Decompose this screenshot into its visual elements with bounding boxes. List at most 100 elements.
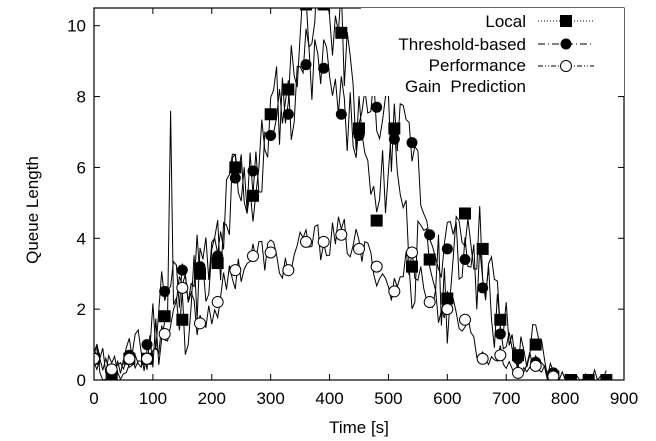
data-point-series-2 — [335, 228, 348, 241]
data-point-series-2 — [158, 327, 171, 340]
legend-marker-threshold — [560, 38, 572, 50]
data-point-series-0 — [476, 242, 489, 255]
y-tick-label: 2 — [77, 300, 86, 319]
y-axis-title: Queue Length — [23, 156, 42, 264]
data-point-series-0 — [406, 260, 418, 273]
series-line-0 — [94, 8, 607, 380]
data-point-series-0 — [370, 214, 383, 227]
data-point-series-1 — [141, 339, 153, 351]
data-point-series-2 — [406, 246, 418, 259]
data-point-series-1 — [353, 130, 365, 142]
data-point-series-0 — [441, 292, 454, 305]
plot-frame — [93, 7, 625, 381]
y-tick-label: 6 — [77, 158, 86, 177]
data-point-series-1 — [194, 261, 206, 273]
data-point-series-2 — [194, 317, 206, 330]
x-tick-label: 600 — [433, 389, 461, 408]
data-point-series-1 — [406, 137, 418, 149]
x-tick-label: 200 — [198, 389, 226, 408]
data-point-series-1 — [176, 264, 188, 276]
data-point-series-2 — [317, 235, 330, 248]
data-point-series-1 — [512, 353, 524, 365]
data-point-series-1 — [371, 101, 383, 113]
data-point-series-2 — [141, 352, 153, 365]
data-point-series-1 — [212, 250, 224, 262]
data-point-series-1 — [318, 62, 330, 74]
data-point-series-2 — [282, 264, 295, 277]
data-point-series-0 — [176, 313, 189, 326]
legend: Local Threshold-based Performance Gain P… — [361, 8, 624, 96]
data-point-series-2 — [388, 285, 401, 298]
y-tick-label: 10 — [67, 17, 86, 36]
data-point-series-0 — [423, 253, 436, 266]
data-point-series-2 — [176, 281, 189, 294]
data-point-series-2 — [264, 246, 277, 259]
legend-marker-local — [560, 15, 572, 27]
data-point-series-2 — [512, 366, 524, 379]
data-point-series-1 — [441, 243, 453, 255]
data-point-series-1 — [265, 130, 277, 142]
x-tick-label: 900 — [610, 389, 638, 408]
x-tick-label: 800 — [551, 389, 579, 408]
data-point-series-2 — [300, 235, 312, 248]
data-point-series-1 — [229, 172, 241, 184]
legend-label-threshold: Threshold-based — [398, 35, 526, 54]
data-point-series-1 — [159, 285, 171, 297]
data-point-series-1 — [459, 254, 471, 266]
data-point-series-1 — [282, 108, 294, 120]
x-tick-label: 0 — [89, 389, 98, 408]
data-point-series-0 — [264, 108, 277, 121]
data-point-series-0 — [600, 374, 613, 380]
data-point-series-1 — [388, 133, 400, 145]
data-point-series-0 — [565, 374, 577, 380]
data-point-series-0 — [247, 189, 259, 202]
data-point-series-2 — [94, 352, 100, 365]
series-layer — [94, 8, 613, 380]
data-point-series-1 — [300, 59, 312, 71]
x-tick-label: 300 — [256, 389, 284, 408]
x-axis-title: Time [s] — [329, 418, 389, 437]
data-point-series-2 — [123, 352, 136, 365]
data-point-series-1 — [247, 165, 259, 177]
data-point-series-0 — [300, 8, 312, 11]
data-point-series-2 — [494, 349, 507, 362]
series-line-1 — [94, 28, 554, 380]
data-point-series-0 — [335, 26, 348, 39]
data-point-series-0 — [494, 313, 507, 326]
data-point-series-2 — [441, 303, 454, 316]
legend-label-local: Local — [485, 12, 526, 31]
x-tick-label: 500 — [374, 389, 402, 408]
data-point-series-0 — [229, 161, 242, 174]
data-point-series-0 — [529, 338, 542, 351]
data-point-series-0 — [388, 122, 401, 135]
data-point-series-0 — [317, 8, 330, 11]
data-point-series-1 — [335, 108, 347, 120]
data-point-series-2 — [370, 260, 383, 273]
y-tick-label: 0 — [77, 371, 86, 390]
data-point-series-2 — [211, 296, 224, 309]
data-point-series-0 — [459, 207, 471, 220]
data-point-series-0 — [582, 374, 595, 380]
legend-marker-performance — [560, 60, 572, 72]
data-point-series-2 — [423, 296, 436, 309]
y-tick-label: 8 — [77, 88, 86, 107]
x-tick-label: 100 — [139, 389, 167, 408]
data-point-series-2 — [476, 352, 489, 365]
y-tick-label: 4 — [77, 229, 86, 248]
x-tick-label: 700 — [492, 389, 520, 408]
data-point-series-2 — [547, 370, 560, 380]
data-point-series-2 — [459, 313, 471, 326]
x-tick-label: 400 — [315, 389, 343, 408]
data-point-series-2 — [353, 242, 365, 255]
data-point-series-1 — [494, 328, 506, 340]
legend-label-performance-line1: Performance — [429, 56, 526, 75]
axis-ticks: 0 100 200 300 400 500 600 700 800 900 0 2 4 6 8 10 — [67, 8, 638, 408]
data-point-series-2 — [229, 264, 242, 277]
data-point-series-2 — [105, 363, 118, 376]
data-point-series-1 — [477, 282, 489, 294]
data-point-series-2 — [247, 250, 259, 262]
data-point-series-1 — [424, 229, 436, 241]
data-point-series-0 — [158, 310, 171, 323]
data-point-series-2 — [529, 359, 542, 372]
